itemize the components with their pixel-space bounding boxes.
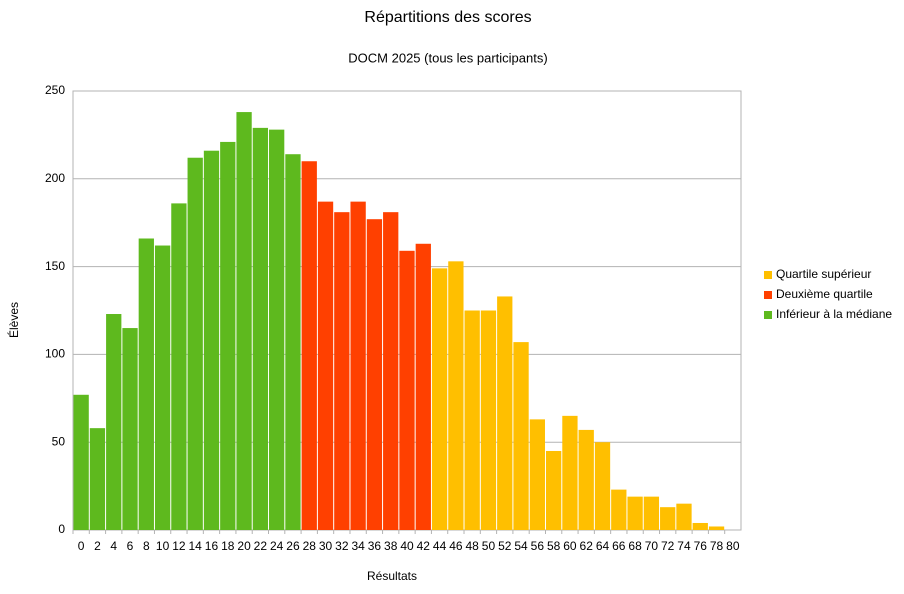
x-tick-label: 64 bbox=[596, 539, 610, 553]
bar bbox=[138, 238, 154, 530]
bar bbox=[89, 428, 106, 530]
y-tick-label: 150 bbox=[45, 259, 65, 273]
bar bbox=[676, 503, 692, 530]
x-tick-label: 60 bbox=[563, 539, 577, 553]
x-axis-title: Résultats bbox=[367, 569, 417, 583]
x-tick-label: 10 bbox=[156, 539, 170, 553]
bar bbox=[708, 526, 725, 530]
bar bbox=[480, 310, 497, 530]
bar bbox=[171, 203, 187, 530]
bar bbox=[106, 314, 122, 530]
x-tick-label: 68 bbox=[628, 539, 642, 553]
y-tick-label: 0 bbox=[58, 522, 65, 536]
bar bbox=[643, 496, 660, 530]
x-tick-label: 56 bbox=[531, 539, 545, 553]
bar bbox=[660, 507, 676, 530]
bar bbox=[594, 442, 611, 530]
x-tick-label: 54 bbox=[514, 539, 528, 553]
x-tick-label: 80 bbox=[726, 539, 740, 553]
legend-swatch bbox=[764, 291, 772, 299]
chart-title: Répartitions des scores bbox=[364, 9, 531, 26]
x-tick-label: 20 bbox=[237, 539, 251, 553]
bar bbox=[578, 429, 594, 530]
bar bbox=[334, 212, 350, 530]
bar bbox=[285, 154, 301, 530]
x-tick-label: 42 bbox=[417, 539, 431, 553]
bar bbox=[301, 161, 317, 531]
x-tick-label: 76 bbox=[694, 539, 708, 553]
x-tick-label: 62 bbox=[580, 539, 594, 553]
bar bbox=[317, 201, 334, 531]
x-tick-label: 74 bbox=[677, 539, 691, 553]
x-tick-label: 52 bbox=[498, 539, 512, 553]
x-tick-label: 36 bbox=[368, 539, 382, 553]
x-tick-label: 14 bbox=[189, 539, 203, 553]
legend-label: Quartile supérieur bbox=[776, 267, 871, 281]
bar bbox=[154, 245, 171, 530]
x-tick-label: 6 bbox=[127, 539, 134, 553]
legend-swatch bbox=[764, 271, 772, 279]
x-tick-label: 22 bbox=[254, 539, 268, 553]
bar bbox=[529, 419, 545, 530]
bar bbox=[692, 522, 708, 530]
bar bbox=[448, 261, 464, 530]
y-tick-label: 200 bbox=[45, 171, 65, 185]
x-tick-label: 32 bbox=[335, 539, 349, 553]
y-tick-label: 100 bbox=[45, 347, 65, 361]
bar bbox=[350, 201, 366, 531]
x-tick-label: 16 bbox=[205, 539, 219, 553]
x-tick-label: 28 bbox=[303, 539, 317, 553]
bar bbox=[464, 310, 480, 530]
bar bbox=[269, 129, 285, 530]
bar bbox=[431, 268, 448, 530]
bar bbox=[545, 450, 562, 530]
bar bbox=[415, 243, 431, 530]
legend-swatch bbox=[764, 311, 772, 319]
x-tick-label: 70 bbox=[645, 539, 659, 553]
y-tick-label: 50 bbox=[52, 434, 66, 448]
x-tick-label: 50 bbox=[482, 539, 496, 553]
legend-label: Inférieur à la médiane bbox=[776, 307, 892, 321]
legend-label: Deuxième quartile bbox=[776, 287, 873, 301]
bar bbox=[627, 496, 643, 530]
bar bbox=[252, 127, 269, 530]
x-tick-label: 12 bbox=[172, 539, 186, 553]
bar bbox=[73, 394, 89, 530]
y-tick-label: 250 bbox=[45, 83, 65, 97]
bar bbox=[399, 250, 415, 530]
x-tick-label: 18 bbox=[221, 539, 235, 553]
x-tick-label: 40 bbox=[400, 539, 414, 553]
bar bbox=[220, 141, 236, 530]
bar bbox=[187, 157, 203, 530]
x-tick-label: 26 bbox=[286, 539, 300, 553]
bar bbox=[497, 296, 513, 530]
x-tick-label: 2 bbox=[94, 539, 101, 553]
x-tick-label: 44 bbox=[433, 539, 447, 553]
bar bbox=[236, 112, 252, 531]
chart-subtitle: DOCM 2025 (tous les participants) bbox=[348, 50, 547, 65]
x-tick-label: 0 bbox=[78, 539, 85, 553]
x-tick-label: 72 bbox=[661, 539, 675, 553]
bar bbox=[611, 489, 627, 530]
x-tick-label: 46 bbox=[449, 539, 463, 553]
y-axis-title: Élèves bbox=[6, 302, 21, 338]
bar bbox=[383, 212, 399, 530]
x-tick-label: 38 bbox=[384, 539, 398, 553]
bar bbox=[366, 219, 383, 531]
bar bbox=[513, 342, 529, 530]
x-tick-label: 58 bbox=[547, 539, 561, 553]
x-tick-label: 24 bbox=[270, 539, 284, 553]
x-tick-label: 8 bbox=[143, 539, 150, 553]
x-tick-label: 66 bbox=[612, 539, 626, 553]
x-tick-label: 78 bbox=[710, 539, 724, 553]
x-tick-label: 4 bbox=[110, 539, 117, 553]
bar bbox=[203, 150, 220, 531]
x-tick-label: 30 bbox=[319, 539, 333, 553]
x-tick-label: 48 bbox=[465, 539, 479, 553]
bar bbox=[562, 415, 578, 530]
bar bbox=[122, 328, 138, 530]
x-tick-label: 34 bbox=[351, 539, 365, 553]
